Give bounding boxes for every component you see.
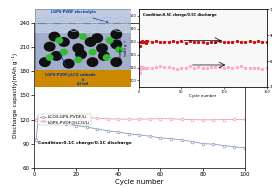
- LGPS-PVDF@LCO/Li: [222, 119, 225, 121]
- LCO/LGPS-PVDF/Li: [64, 123, 67, 125]
- Circle shape: [46, 55, 53, 60]
- Y-axis label: Discharge capacity
(mA h g⁻¹): Discharge capacity (mA h g⁻¹): [119, 34, 128, 63]
- LCO/LGPS-PVDF/Li: [169, 137, 173, 140]
- LCO/LGPS-PVDF/Li: [51, 121, 55, 123]
- LGPS-PVDF@LCO/Li: [41, 116, 44, 118]
- LCO/LGPS-PVDF/Li: [41, 119, 44, 121]
- LCO/LGPS-PVDF/Li: [45, 120, 48, 122]
- LGPS-PVDF@LCO/Li: [39, 116, 42, 119]
- LGPS-PVDF@LCO/Li: [148, 118, 152, 120]
- LCO/LGPS-PVDF/Li: [190, 140, 194, 143]
- Y-axis label: Discharge capacity(mAh g⁻¹): Discharge capacity(mAh g⁻¹): [12, 53, 18, 138]
- LCO/LGPS-PVDF/Li: [43, 119, 46, 122]
- Line: LGPS-PVDF@LCO/Li: LGPS-PVDF@LCO/Li: [35, 115, 246, 121]
- LCO/LGPS-PVDF/Li: [201, 143, 204, 145]
- LCO/LGPS-PVDF/Li: [159, 137, 162, 139]
- LGPS-PVDF@LCO/Li: [53, 117, 57, 120]
- Circle shape: [59, 38, 69, 46]
- Circle shape: [103, 55, 110, 60]
- Circle shape: [73, 44, 84, 53]
- Circle shape: [92, 34, 103, 42]
- LGPS-PVDF@LCO/Li: [127, 118, 131, 120]
- LGPS-PVDF@LCO/Li: [233, 118, 236, 121]
- LCO/LGPS-PVDF/Li: [127, 133, 131, 135]
- LGPS-PVDF@LCO/Li: [64, 117, 67, 119]
- LGPS-PVDF@LCO/Li: [35, 119, 38, 121]
- Text: Condition:0.5C charge/0.5C discharge: Condition:0.5C charge/0.5C discharge: [143, 13, 216, 17]
- LGPS-PVDF@LCO/Li: [75, 117, 78, 119]
- LCO/LGPS-PVDF/Li: [35, 139, 38, 141]
- Circle shape: [68, 30, 79, 39]
- Circle shape: [56, 38, 63, 43]
- Circle shape: [99, 52, 109, 60]
- Circle shape: [40, 58, 50, 66]
- LCO/LGPS-PVDF/Li: [49, 121, 52, 123]
- Bar: [35, 9, 131, 33]
- LCO/LGPS-PVDF/Li: [148, 135, 152, 137]
- Circle shape: [76, 50, 86, 59]
- Text: Al foil: Al foil: [77, 79, 89, 86]
- Circle shape: [87, 58, 98, 66]
- LCO/LGPS-PVDF/Li: [222, 144, 225, 147]
- LCO/LGPS-PVDF/Li: [96, 128, 99, 130]
- Circle shape: [116, 47, 122, 53]
- Circle shape: [85, 38, 96, 46]
- LGPS-PVDF@LCO/Li: [43, 116, 46, 119]
- LGPS-PVDF@LCO/Li: [45, 116, 48, 118]
- LGPS-PVDF@LCO/Li: [36, 116, 40, 119]
- LCO/LGPS-PVDF/Li: [47, 120, 50, 122]
- LCO/LGPS-PVDF/Li: [117, 131, 120, 133]
- LGPS-PVDF@LCO/Li: [51, 116, 55, 118]
- Circle shape: [75, 57, 82, 63]
- LGPS-PVDF@LCO/Li: [85, 117, 88, 119]
- X-axis label: Cycle number: Cycle number: [189, 94, 216, 98]
- Bar: [35, 33, 131, 70]
- LGPS-PVDF@LCO/Li: [49, 116, 52, 119]
- Text: LGPS-PVDF@LCO cathode: LGPS-PVDF@LCO cathode: [45, 55, 95, 76]
- LGPS-PVDF@LCO/Li: [243, 118, 246, 121]
- LCO/LGPS-PVDF/Li: [85, 126, 88, 128]
- LGPS-PVDF@LCO/Li: [96, 117, 99, 119]
- Circle shape: [61, 49, 67, 55]
- Line: LCO/LGPS-PVDF/Li: LCO/LGPS-PVDF/Li: [35, 118, 246, 149]
- Circle shape: [44, 42, 55, 51]
- LGPS-PVDF@LCO/Li: [159, 118, 162, 120]
- LGPS-PVDF@LCO/Li: [138, 118, 141, 120]
- LCO/LGPS-PVDF/Li: [138, 134, 141, 136]
- Circle shape: [97, 44, 107, 53]
- Circle shape: [51, 52, 61, 60]
- X-axis label: Cycle number: Cycle number: [115, 179, 164, 185]
- LCO/LGPS-PVDF/Li: [180, 139, 183, 141]
- LGPS-PVDF@LCO/Li: [190, 119, 194, 121]
- LCO/LGPS-PVDF/Li: [39, 118, 42, 121]
- Circle shape: [111, 58, 122, 66]
- Text: LGPS-PVDF electrolyte: LGPS-PVDF electrolyte: [51, 10, 108, 23]
- LCO/LGPS-PVDF/Li: [53, 122, 57, 124]
- LGPS-PVDF@LCO/Li: [212, 119, 215, 121]
- LCO/LGPS-PVDF/Li: [243, 147, 246, 149]
- Circle shape: [106, 38, 113, 43]
- Legend: LCO/LGPS-PVDF/Li, LGPS-PVDF@LCO/Li: LCO/LGPS-PVDF/Li, LGPS-PVDF@LCO/Li: [38, 114, 91, 125]
- Bar: [35, 70, 131, 87]
- Circle shape: [89, 49, 96, 55]
- LCO/LGPS-PVDF/Li: [233, 146, 236, 148]
- Circle shape: [49, 32, 60, 41]
- LGPS-PVDF@LCO/Li: [169, 118, 173, 120]
- LGPS-PVDF@LCO/Li: [47, 116, 50, 118]
- LCO/LGPS-PVDF/Li: [75, 124, 78, 127]
- LCO/LGPS-PVDF/Li: [212, 143, 215, 145]
- Circle shape: [63, 59, 74, 68]
- Circle shape: [80, 34, 86, 39]
- Circle shape: [111, 40, 122, 49]
- LGPS-PVDF@LCO/Li: [106, 118, 109, 120]
- LGPS-PVDF@LCO/Li: [180, 118, 183, 120]
- LGPS-PVDF@LCO/Li: [117, 118, 120, 120]
- Text: Condition:0.1C charge/0.1C discharge: Condition:0.1C charge/0.1C discharge: [38, 141, 132, 145]
- LCO/LGPS-PVDF/Li: [36, 119, 40, 121]
- LCO/LGPS-PVDF/Li: [106, 130, 109, 132]
- Circle shape: [111, 30, 122, 39]
- LGPS-PVDF@LCO/Li: [201, 119, 204, 121]
